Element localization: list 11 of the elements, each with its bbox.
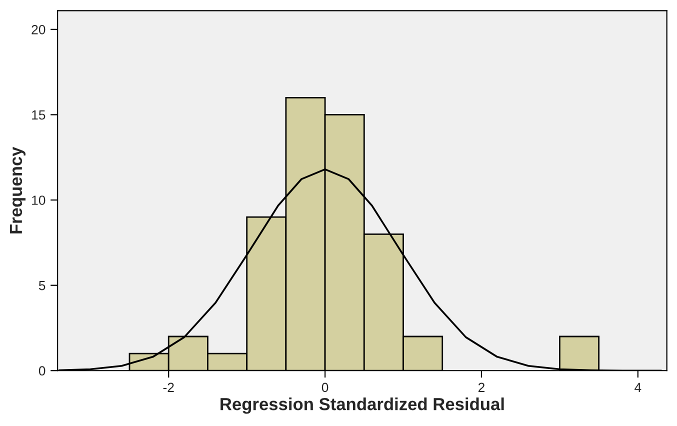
y-tick-label: 20 bbox=[32, 24, 46, 34]
y-axis-title: Frequency bbox=[10, 146, 26, 234]
x-axis-title: Regression Standardized Residual bbox=[220, 398, 504, 414]
x-tick-label: -2 bbox=[163, 382, 174, 392]
y-tick-label: 10 bbox=[32, 196, 46, 205]
y-tick-label: 15 bbox=[32, 110, 46, 120]
y-tick-label: 5 bbox=[38, 281, 46, 290]
y-tick-label: 0 bbox=[38, 366, 46, 376]
x-tick-label: 4 bbox=[634, 382, 642, 392]
x-tick-label: 2 bbox=[478, 382, 484, 392]
x-tick-label: 0 bbox=[322, 382, 328, 392]
